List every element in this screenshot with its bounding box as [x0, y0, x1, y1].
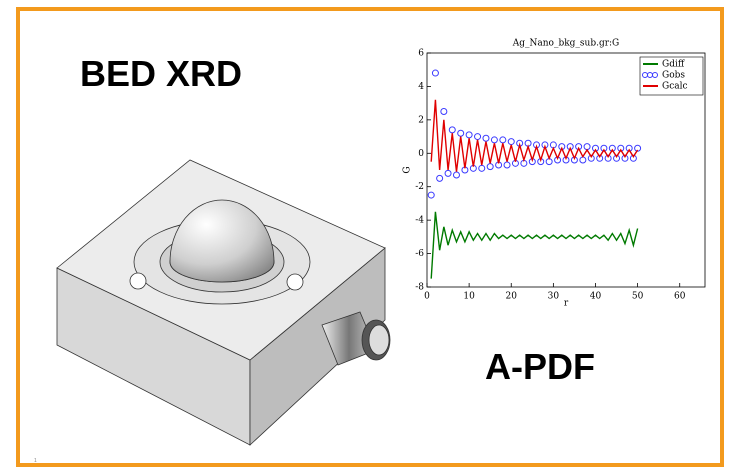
slide-title: BED XRD	[80, 53, 242, 94]
legend-label: Gdiff	[662, 60, 685, 70]
y-tick-label: 2	[418, 115, 424, 125]
data-point	[596, 154, 604, 162]
x-tick-label: 10	[463, 292, 475, 302]
y-tick-label: 4	[418, 82, 424, 92]
y-tick-label: -4	[415, 216, 424, 226]
legend-marker	[652, 72, 658, 78]
legend-label: Gcalc	[662, 82, 688, 92]
data-point	[621, 154, 629, 162]
y-tick-label: -6	[415, 249, 424, 259]
data-line	[430, 211, 639, 279]
y-tick-label: -2	[415, 182, 424, 192]
x-tick-label: 0	[424, 292, 430, 302]
x-tick-label: 20	[506, 292, 518, 302]
data-point	[591, 144, 599, 152]
data-point	[587, 154, 595, 162]
data-point	[625, 144, 633, 152]
y-tick-label: 0	[418, 149, 424, 159]
slide-frame	[16, 7, 724, 467]
y-tick-label: 6	[418, 49, 424, 59]
chart-title: Ag_Nano_bkg_sub.gr:G	[512, 39, 620, 49]
data-point	[440, 108, 448, 115]
data-point	[604, 154, 612, 162]
data-point	[436, 174, 444, 182]
data-point	[608, 144, 616, 152]
data-point	[457, 129, 465, 137]
x-axis-label: r	[564, 299, 569, 309]
data-point	[613, 154, 621, 162]
data-point	[452, 171, 460, 179]
y-axis-label: G	[403, 166, 413, 173]
chart: Ag_Nano_bkg_sub.gr:G r G 0 10 20 30 40 50 60-8…	[403, 39, 706, 309]
data-point	[431, 69, 439, 77]
data-point	[474, 133, 482, 141]
data-point	[465, 131, 473, 139]
x-tick-label: 40	[590, 292, 602, 302]
data-point	[482, 134, 490, 142]
slide-label: A-PDF	[485, 346, 595, 387]
data-line	[430, 99, 639, 172]
data-point	[499, 136, 507, 144]
x-tick-label: 30	[548, 292, 560, 302]
data-point	[444, 169, 452, 177]
x-tick-label: 60	[674, 292, 686, 302]
data-point	[503, 161, 511, 169]
data-point	[617, 144, 625, 152]
data-point	[600, 144, 608, 152]
data-point	[486, 163, 494, 171]
data-point	[427, 191, 435, 199]
x-tick-label: 50	[632, 292, 644, 302]
data-point	[629, 154, 637, 162]
device-illustration	[56, 159, 391, 446]
page-number: 1	[34, 458, 37, 464]
data-point	[448, 126, 456, 134]
y-tick-label: -8	[415, 283, 424, 293]
data-point	[490, 136, 498, 144]
data-point	[634, 144, 642, 152]
legend-label: Gobs	[662, 71, 685, 81]
data-point	[478, 164, 486, 172]
data-point	[507, 138, 515, 146]
